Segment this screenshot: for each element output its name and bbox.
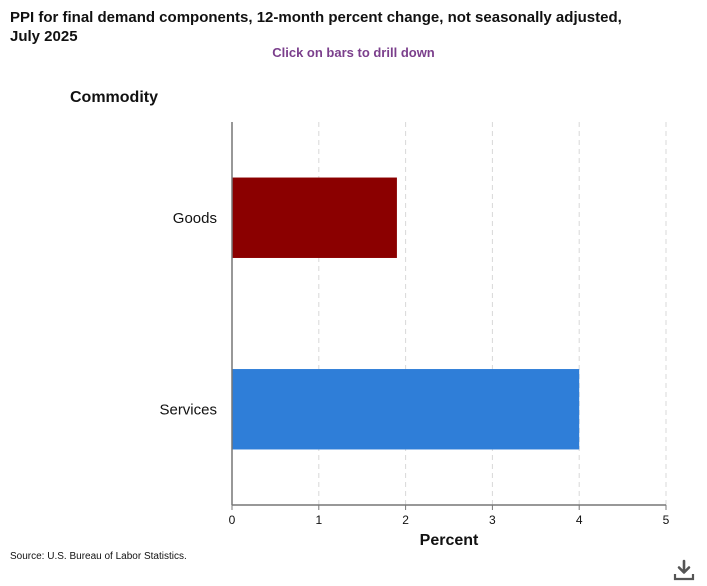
x-tick-label: 4 [576,513,583,527]
bar-services[interactable] [232,369,580,450]
x-tick-labels: 0 1 2 3 4 5 [229,513,670,527]
category-labels: Goods Services [159,210,217,419]
x-tick-label: 1 [315,513,322,527]
category-label: Services [159,401,217,418]
drill-down-link[interactable]: Click on bars to drill down [272,45,435,60]
bars [232,177,580,450]
download-icon[interactable] [672,558,696,582]
x-axis-title: Percent [420,532,479,549]
chart-title: PPI for final demand components, 12-mont… [10,9,622,45]
source-note: Source: U.S. Bureau of Labor Statistics. [10,551,187,562]
x-tick-label: 5 [663,513,670,527]
x-tick-label: 3 [489,513,496,527]
category-label: Goods [173,210,217,227]
y-axis-title: Commodity [70,89,158,106]
x-tick-label: 2 [402,513,409,527]
bar-goods[interactable] [232,177,397,258]
x-tick-label: 0 [229,513,236,527]
